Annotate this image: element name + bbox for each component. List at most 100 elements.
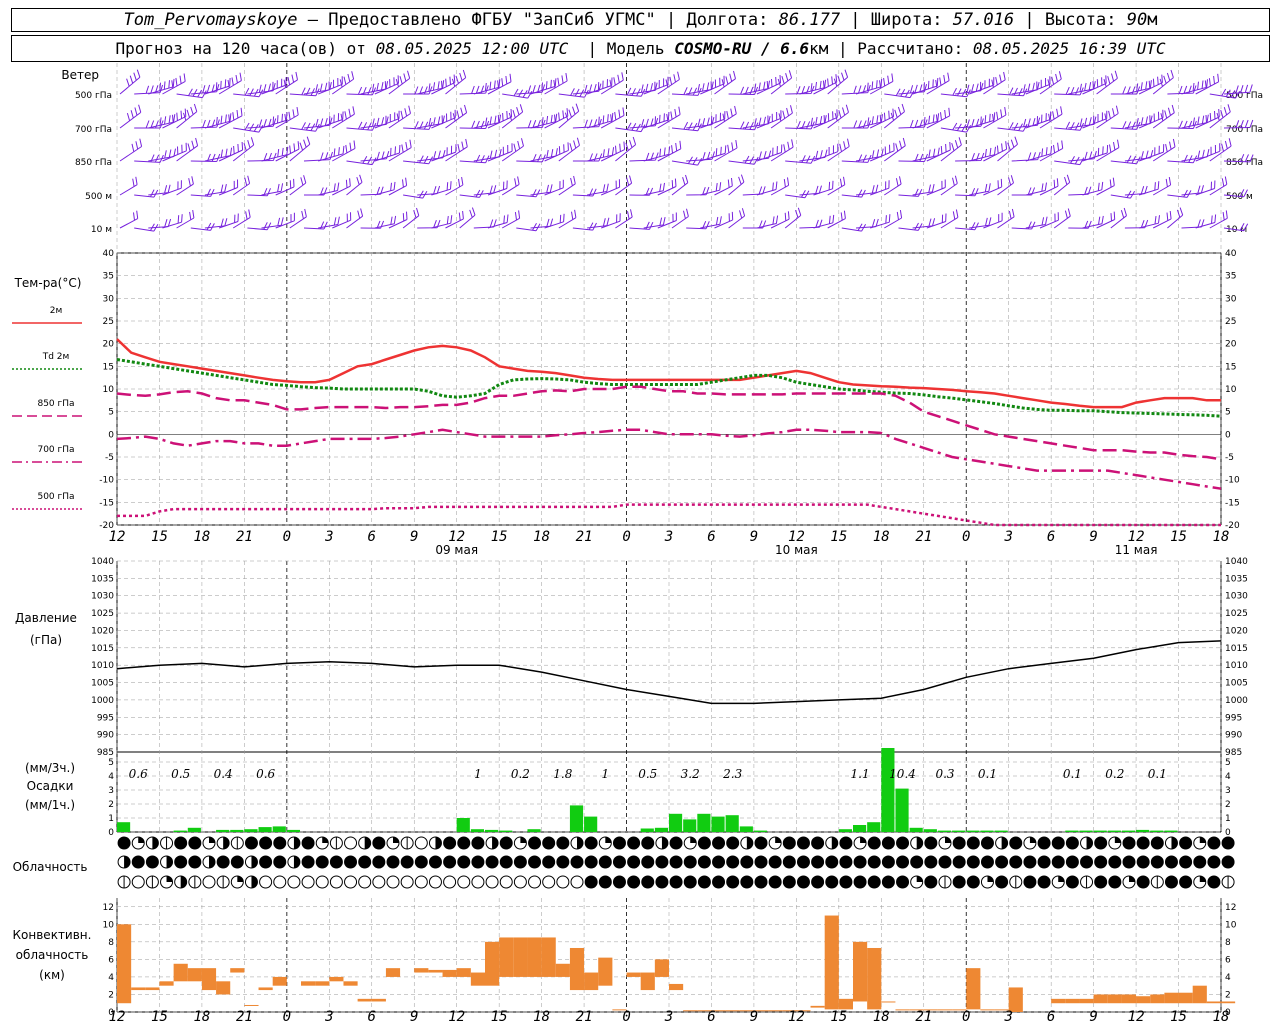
- cloud-symbol: [457, 875, 471, 889]
- wind-barb: [403, 155, 434, 165]
- wind-barb: [459, 120, 490, 129]
- wind-barb: [431, 144, 457, 162]
- x-hour-label-bottom: 21: [576, 1009, 593, 1024]
- cloud-symbol: [1080, 855, 1094, 869]
- x-hour-label: 18: [873, 529, 890, 545]
- cloud-symbol-mark: [577, 837, 583, 849]
- x-hour-label-bottom: 9: [750, 1009, 758, 1024]
- wind-barb: [657, 71, 680, 95]
- provider-label: – Предоставлено ФГБУ "ЗапСиб УГМС": [307, 10, 656, 30]
- cloud-symbol-mark: [393, 837, 399, 843]
- wind-barb: [360, 116, 389, 129]
- wind-barb: [1011, 151, 1041, 162]
- wind-barb: [912, 218, 936, 229]
- cloud-symbol: [811, 836, 825, 850]
- wind-barb: [855, 148, 884, 162]
- precip-bar: [838, 829, 852, 832]
- cloud-symbol: [867, 875, 881, 889]
- temp-tick-label-right: -5: [1225, 453, 1234, 463]
- wind-barb: [1181, 79, 1208, 95]
- temp-tick-label-left: -15: [99, 498, 114, 508]
- x-hour-label: 6: [368, 529, 376, 545]
- wind-barb: [1167, 85, 1197, 95]
- x-hour-label-bottom: 3: [664, 1009, 673, 1024]
- wind-barb: [218, 141, 244, 162]
- wind-barb: [204, 77, 231, 95]
- cloud-symbol: [1065, 875, 1079, 889]
- wind-barb: [346, 156, 377, 166]
- conv-bar: [357, 998, 372, 1002]
- cloud-symbol: [329, 875, 343, 889]
- wind-barb: [1209, 104, 1231, 129]
- wind-barb: [261, 77, 287, 95]
- x-hour-label: 12: [448, 529, 465, 545]
- pressure-series: [116, 640, 1222, 705]
- cloud-symbol: [754, 875, 768, 889]
- cloud-symbol: [867, 855, 881, 869]
- cloud-symbol-mark: [166, 856, 173, 868]
- wind-barb: [1223, 154, 1254, 163]
- wind-barb: [742, 115, 771, 129]
- wind-barb: [374, 144, 401, 162]
- cloud-symbol: [683, 875, 697, 889]
- precip-sum-label: 0.4: [214, 767, 233, 781]
- cloud-symbol-mark: [435, 837, 442, 849]
- conv-tick-right: 4: [1225, 973, 1231, 983]
- cloud-symbol: [881, 855, 895, 869]
- wind-barb: [544, 179, 564, 196]
- wind-barb: [318, 216, 340, 229]
- cloud-symbol-mark: [1129, 876, 1135, 882]
- temp-tick-label-right: 10: [1225, 385, 1237, 395]
- model-name: COSMO-RU / 6.6: [674, 39, 810, 58]
- temp-legend-label: 500 гПа: [37, 492, 74, 502]
- pressure-tick-right: 1035: [1225, 574, 1248, 584]
- cloud-symbol: [202, 875, 216, 889]
- wind-barb: [799, 115, 827, 129]
- wind-barb: [360, 150, 390, 162]
- lat-label: Широта:: [870, 10, 943, 30]
- temp-tick-label-left: 10: [103, 385, 115, 395]
- cloud-symbol: [471, 875, 485, 889]
- x-axis-labels: 12 15 18 21 0 3 6 9 12 15 18 21 0 3 6 9 12 15 18 21 0 3 6 9 12 15…: [109, 529, 1230, 557]
- wind-barb: [162, 142, 187, 162]
- pressure-tick-left: 1015: [91, 644, 114, 654]
- cloud-symbol: [811, 875, 825, 889]
- cloud-symbol: [1094, 836, 1108, 850]
- conv-tick-right: 0: [1225, 1008, 1231, 1018]
- conv-bar: [485, 941, 500, 986]
- lat-value: 57.016: [952, 10, 1015, 30]
- cloud-symbol: [910, 855, 924, 869]
- wind-barb: [714, 105, 737, 129]
- conv-bar: [329, 976, 344, 982]
- cloud-symbol: [966, 855, 980, 869]
- wind-level-label-left: 700 гПа: [75, 125, 112, 135]
- x-hour-label-bottom: 9: [410, 1009, 418, 1024]
- cloud-symbol: [669, 855, 683, 869]
- wind-barb: [756, 110, 782, 129]
- wind-barb: [487, 108, 513, 129]
- wind-barb: [728, 174, 745, 196]
- cloud-symbol-mark: [166, 876, 173, 882]
- x-hour-label: 18: [533, 529, 550, 545]
- wind-barb: [388, 177, 408, 196]
- conv-tick-left: 10: [103, 920, 115, 930]
- wind-barb: [148, 148, 176, 162]
- alt-unit: м: [1147, 10, 1158, 30]
- cloud-symbol: [528, 875, 542, 889]
- cloud-symbol: [414, 875, 428, 889]
- cloud-symbol: [188, 836, 202, 850]
- wind-barb: [1195, 143, 1221, 162]
- cloud-symbol: [1023, 875, 1037, 889]
- wind-barb: [204, 183, 227, 196]
- wind-barb: [1082, 110, 1108, 129]
- wind-barb: [926, 179, 946, 196]
- cloud-symbol: [315, 855, 329, 869]
- conv-title-2: облачность: [16, 948, 89, 962]
- pressure-tick-left: 1030: [91, 592, 114, 602]
- wind-barb: [813, 180, 834, 196]
- wind-barb: [119, 104, 142, 129]
- wind-barb: [756, 144, 783, 162]
- wind-barb: [940, 209, 959, 229]
- wind-barb: [516, 189, 541, 198]
- precip-bar: [966, 830, 980, 832]
